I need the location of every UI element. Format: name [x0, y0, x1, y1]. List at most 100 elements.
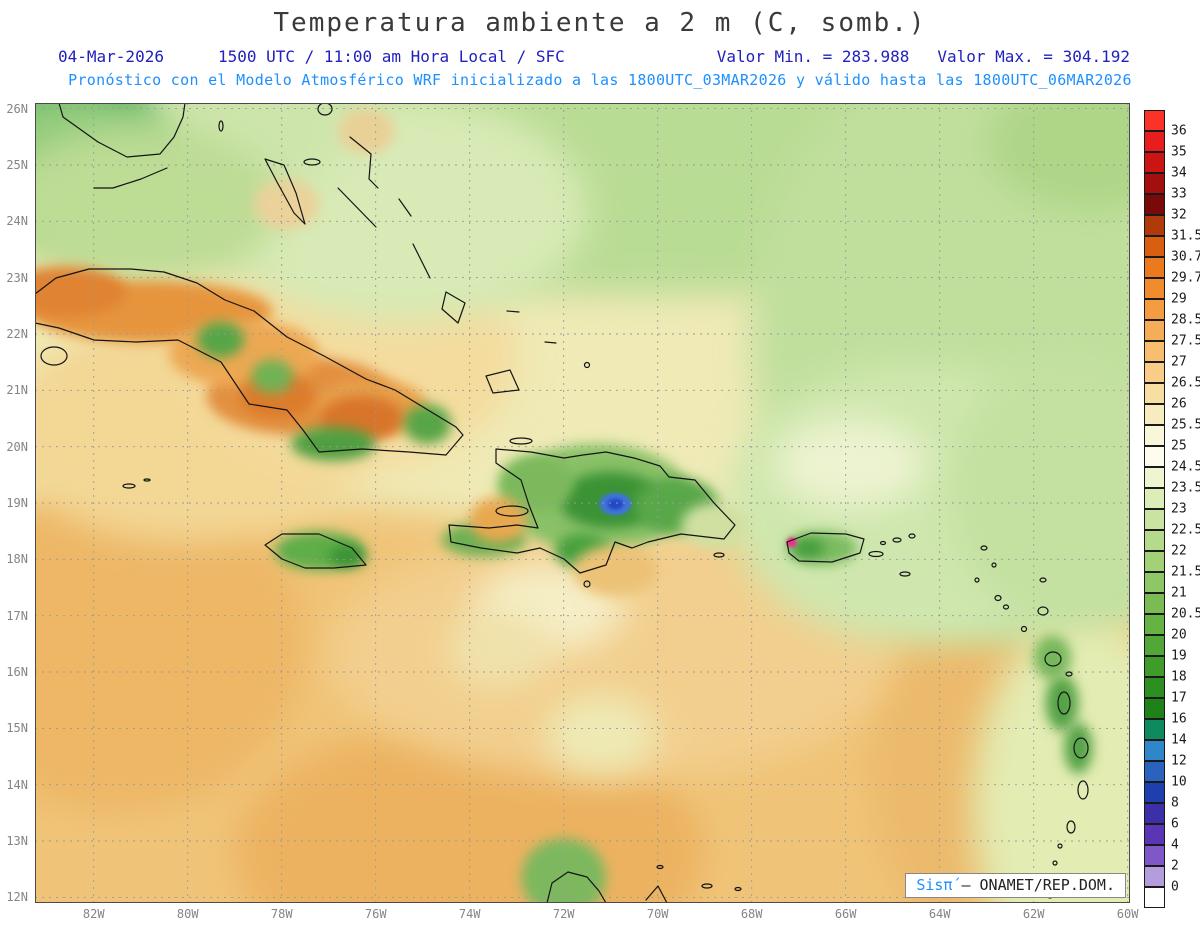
- lon-tick-label: 60W: [1116, 907, 1139, 921]
- map-row: 26N 25N 24N 23N 22N 21N 20N 19N 18N 17N 16N 15N 14N 1…: [6, 102, 1200, 908]
- colorbar-tick-label: 21.5: [1171, 564, 1200, 580]
- colorbar-segment: [1144, 656, 1165, 677]
- colorbar-segment: [1144, 572, 1165, 593]
- lon-tick-label: 68W: [740, 907, 763, 921]
- colorbar-segment: [1144, 509, 1165, 530]
- lat-tick-label: 19N: [6, 496, 28, 510]
- colorbar-tick-label: 25: [1171, 438, 1187, 454]
- colorbar-segment: [1144, 467, 1165, 488]
- credit-org: – ONAMET/REP.DOM.: [961, 876, 1115, 894]
- colorbar-segment: [1144, 194, 1165, 215]
- colorbar-labels: 36 35 34 33 32 31.5 30.7 29.7 29 28.5 27.5 27 26.5 26…: [1144, 110, 1200, 910]
- lat-tick-label: 12N: [6, 890, 28, 905]
- colorbar-segment: [1144, 383, 1165, 404]
- colorbar-tick-label: 8: [1171, 795, 1179, 811]
- colorbar-tick-label: 28.5: [1171, 312, 1200, 328]
- colorbar-tick-label: 25.5: [1171, 417, 1200, 433]
- colorbar-segment: [1144, 446, 1165, 467]
- colorbar-tick-label: 29.7: [1171, 270, 1200, 286]
- colorbar-tick-label: 12: [1171, 753, 1187, 769]
- colorbar-segment: [1144, 593, 1165, 614]
- colorbar-segment: [1144, 782, 1165, 803]
- colorbar-tick-label: 4: [1171, 837, 1179, 853]
- colorbar-tick-label: 20: [1171, 627, 1187, 643]
- minmax-values: Valor Min. = 283.988 Valor Max. = 304.19…: [717, 47, 1130, 66]
- colorbar-segment: [1144, 215, 1165, 236]
- lat-tick-label: 22N: [6, 326, 28, 341]
- colorbar-segment: [1144, 110, 1165, 131]
- colorbar-tick-label: 6: [1171, 816, 1179, 832]
- colorbar-tick-label: 26: [1171, 396, 1187, 412]
- colorbar-segment: [1144, 320, 1165, 341]
- colorbar-segment: [1144, 866, 1165, 887]
- colorbar-segment: [1144, 278, 1165, 299]
- colorbar-segment: [1144, 677, 1165, 698]
- lat-tick-label: 13N: [6, 834, 28, 849]
- lat-tick-label: 23N: [6, 270, 28, 285]
- lat-tick-label: 25N: [6, 157, 28, 172]
- colorbar-tick-label: 14: [1171, 732, 1187, 748]
- colorbar-tick-label: 23.5: [1171, 480, 1200, 496]
- lon-tick-label: 70W: [646, 907, 669, 921]
- colorbar-segment: [1144, 719, 1165, 740]
- colorbar-segment: [1144, 362, 1165, 383]
- colorbar-tick-label: 34: [1171, 165, 1187, 181]
- lon-tick-label: 76W: [364, 907, 387, 921]
- colorbar-tick-label: 21: [1171, 585, 1187, 601]
- colorbar-tick-label: 33: [1171, 186, 1187, 202]
- lon-tick-label: 74W: [458, 907, 481, 921]
- colorbar-tick-label: 32: [1171, 207, 1187, 223]
- forecast-line: Pronóstico con el Modelo Atmosférico WRF…: [68, 71, 1132, 89]
- colorbar-segment: [1144, 299, 1165, 320]
- colorbar-tick-label: 16: [1171, 711, 1187, 727]
- credit-brand: Sisπ´: [916, 876, 962, 894]
- colorbar-tick-label: 29: [1171, 291, 1187, 307]
- colorbar-tick-label: 2: [1171, 858, 1179, 874]
- map-canvas: Sisπ´– ONAMET/REP.DOM.: [35, 103, 1130, 903]
- info-line: 04-Mar-2026 1500 UTC / 11:00 am Hora Loc…: [0, 47, 1200, 66]
- min-value: Valor Min. = 283.988: [716, 47, 910, 66]
- colorbar-tick-label: 19: [1171, 648, 1187, 664]
- lon-tick-label: 78W: [270, 907, 293, 921]
- lon-axis: 82W 80W 78W 76W 74W 72W 70W 68W 66W 64W 62W 60W: [35, 903, 1139, 925]
- colorbar-segment: [1144, 425, 1165, 446]
- colorbar-segment: [1144, 614, 1165, 635]
- colorbar-tick-label: 36: [1171, 123, 1187, 139]
- colorbar-tick-label: 27.5: [1171, 333, 1200, 349]
- colorbar-segment: [1144, 824, 1165, 845]
- colorbar-tick-label: 23: [1171, 501, 1187, 517]
- lat-tick-label: 24N: [6, 214, 28, 229]
- lat-tick-label: 18N: [6, 552, 28, 567]
- colorbar-tick-label: 17: [1171, 690, 1187, 706]
- page-title: Temperatura ambiente a 2 m (C, somb.): [273, 8, 927, 38]
- colorbar-segment: [1144, 257, 1165, 278]
- lat-tick-label: 21N: [6, 383, 28, 398]
- colorbar-tick-label: 22.5: [1171, 522, 1200, 538]
- colorbar-segment: [1144, 551, 1165, 572]
- lon-tick-label: 82W: [82, 907, 105, 921]
- lon-tick-label: 72W: [552, 907, 575, 921]
- colorbar-segment: [1144, 152, 1165, 173]
- colorbar-segment: [1144, 236, 1165, 257]
- lat-tick-label: 16N: [6, 665, 28, 679]
- colorbar-tick-label: 22: [1171, 543, 1187, 559]
- colorbar-segment: [1144, 488, 1165, 509]
- colorbar-segment: [1144, 530, 1165, 551]
- temperature-heatmap: [35, 103, 1130, 903]
- lon-tick-label: 80W: [176, 907, 199, 921]
- lon-tick-label: 62W: [1022, 907, 1045, 921]
- lat-tick-label: 14N: [6, 777, 28, 792]
- colorbar-tick-label: 18: [1171, 669, 1187, 685]
- lat-tick-label: 26N: [6, 101, 28, 116]
- lat-tick-label: 17N: [6, 608, 28, 623]
- colorbar-tick-label: 30.7: [1171, 249, 1200, 265]
- colorbar-segment: [1144, 173, 1165, 194]
- colorbar-tick-label: 27: [1171, 354, 1187, 370]
- valid-time: 1500 UTC / 11:00 am Hora Local / SFC: [217, 47, 565, 66]
- lon-tick-label: 66W: [834, 907, 857, 921]
- colorbar-tick-label: 26.5: [1171, 375, 1200, 391]
- colorbar-segment: [1144, 740, 1165, 761]
- lat-tick-label: 20N: [6, 439, 28, 454]
- colorbar-segment: [1144, 845, 1165, 866]
- colorbar-segment: [1144, 803, 1165, 824]
